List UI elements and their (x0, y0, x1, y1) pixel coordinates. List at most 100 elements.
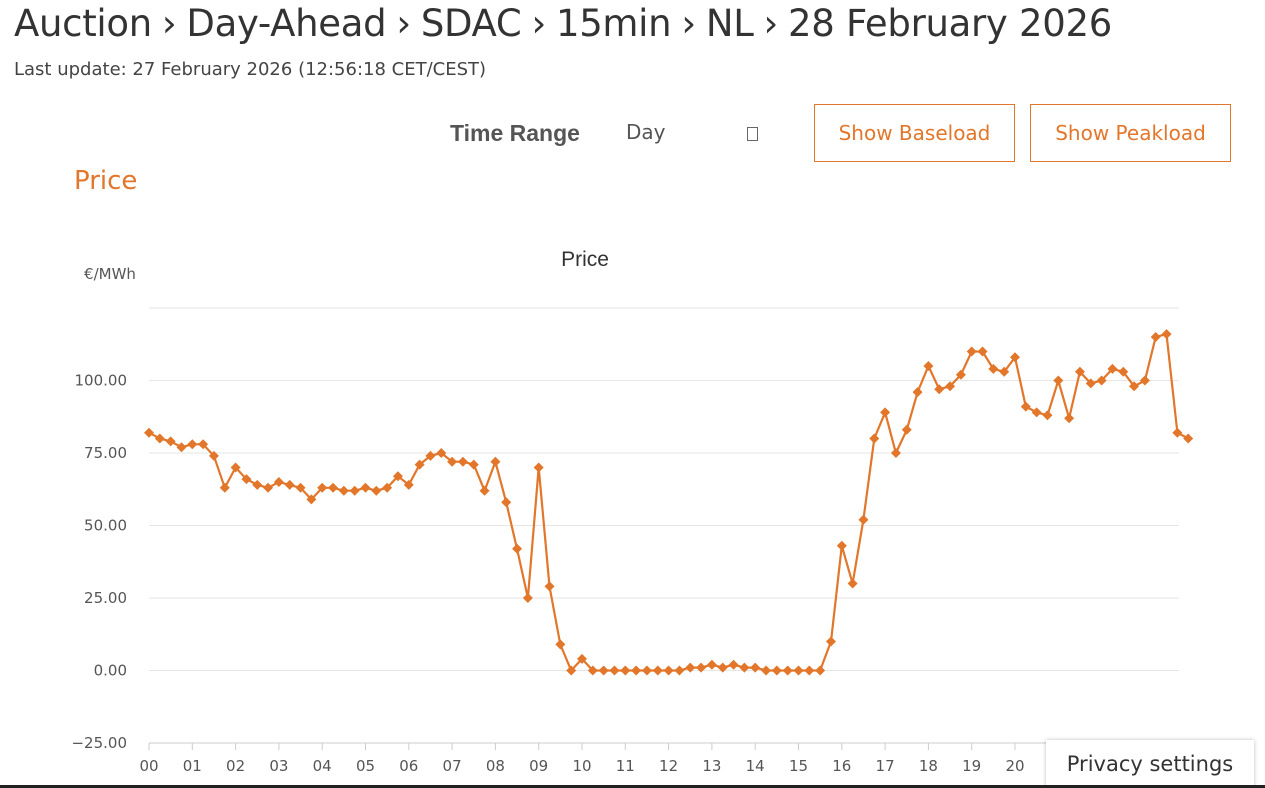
data-point[interactable] (685, 662, 696, 673)
data-point[interactable] (739, 662, 750, 673)
data-point[interactable] (587, 665, 598, 676)
data-point[interactable] (1042, 410, 1053, 421)
data-point[interactable] (349, 485, 360, 496)
data-point[interactable] (825, 636, 836, 647)
data-point[interactable] (923, 361, 934, 371)
show-baseload-button[interactable]: Show Baseload (814, 104, 1015, 162)
data-point[interactable] (858, 514, 869, 525)
data-point[interactable] (176, 442, 187, 453)
data-point[interactable] (945, 381, 956, 392)
breadcrumb-item-sdac[interactable]: SDAC (420, 2, 522, 45)
data-point[interactable] (360, 482, 371, 493)
data-point[interactable] (706, 659, 717, 670)
data-point[interactable] (198, 439, 209, 450)
data-point[interactable] (144, 427, 154, 438)
breadcrumb-item-nl[interactable]: NL (705, 2, 754, 45)
data-point[interactable] (1183, 433, 1194, 444)
data-point[interactable] (241, 474, 252, 485)
data-point[interactable] (371, 485, 382, 496)
data-point[interactable] (425, 450, 436, 461)
data-point[interactable] (295, 482, 306, 493)
data-point[interactable] (609, 665, 620, 676)
breadcrumb-item-day-ahead[interactable]: Day-Ahead (186, 2, 387, 45)
data-point[interactable] (847, 578, 858, 589)
data-point[interactable] (490, 456, 501, 467)
data-point[interactable] (512, 543, 523, 554)
data-point[interactable] (955, 369, 966, 380)
data-point[interactable] (1096, 375, 1107, 386)
data-point[interactable] (1010, 352, 1020, 363)
data-point[interactable] (901, 424, 912, 435)
data-point[interactable] (208, 450, 219, 461)
data-point[interactable] (1129, 381, 1140, 392)
data-point[interactable] (403, 479, 414, 490)
data-point[interactable] (273, 477, 284, 487)
data-point[interactable] (219, 482, 230, 493)
data-point[interactable] (728, 659, 739, 670)
data-point[interactable] (966, 346, 977, 357)
data-point[interactable] (761, 665, 772, 676)
data-point[interactable] (338, 485, 349, 496)
data-point[interactable] (1064, 413, 1075, 424)
data-point[interactable] (555, 639, 566, 650)
data-point[interactable] (230, 462, 241, 473)
data-point[interactable] (306, 494, 317, 505)
data-point[interactable] (577, 653, 587, 664)
data-point[interactable] (154, 433, 165, 444)
data-point[interactable] (522, 593, 533, 603)
data-point[interactable] (1139, 375, 1150, 386)
data-point[interactable] (1150, 332, 1161, 342)
data-point[interactable] (1172, 427, 1183, 438)
show-peakload-button[interactable]: Show Peakload (1030, 104, 1231, 162)
data-point[interactable] (263, 482, 274, 493)
data-point[interactable] (988, 363, 999, 374)
data-point[interactable] (1118, 366, 1129, 377)
data-point[interactable] (457, 456, 468, 467)
data-point[interactable] (880, 407, 891, 418)
data-point[interactable] (890, 448, 901, 458)
data-point[interactable] (382, 482, 393, 493)
data-point[interactable] (717, 662, 728, 673)
data-point[interactable] (328, 482, 339, 493)
data-point[interactable] (815, 665, 826, 676)
data-point[interactable] (1020, 401, 1031, 412)
breadcrumb-item-auction[interactable]: Auction (14, 2, 152, 45)
data-point[interactable] (1107, 363, 1118, 374)
data-point[interactable] (750, 662, 761, 673)
data-point[interactable] (468, 459, 479, 470)
data-point[interactable] (187, 439, 198, 450)
data-point[interactable] (934, 384, 945, 395)
data-point[interactable] (598, 665, 609, 676)
data-point[interactable] (1053, 375, 1064, 386)
data-point[interactable] (782, 665, 793, 676)
data-point[interactable] (836, 540, 847, 551)
data-point[interactable] (631, 665, 642, 676)
data-point[interactable] (771, 665, 782, 676)
data-point[interactable] (414, 459, 425, 470)
data-point[interactable] (1031, 407, 1042, 418)
data-point[interactable] (165, 436, 176, 447)
data-point[interactable] (1074, 366, 1085, 377)
data-point[interactable] (317, 482, 328, 493)
data-point[interactable] (544, 581, 555, 592)
data-point[interactable] (869, 433, 880, 444)
data-point[interactable] (912, 387, 923, 398)
data-point[interactable] (533, 462, 544, 473)
privacy-settings-button[interactable]: Privacy settings (1046, 740, 1254, 788)
data-point[interactable] (674, 665, 685, 676)
data-point[interactable] (436, 448, 447, 458)
data-point[interactable] (793, 665, 804, 676)
data-point[interactable] (566, 665, 577, 676)
calendar-icon[interactable] (747, 127, 758, 141)
data-point[interactable] (392, 471, 403, 482)
data-point[interactable] (447, 456, 458, 467)
data-point[interactable] (1085, 378, 1096, 389)
data-point[interactable] (804, 665, 815, 676)
data-point[interactable] (1161, 329, 1172, 340)
breadcrumb-item-15min[interactable]: 15min (555, 2, 672, 45)
data-point[interactable] (620, 665, 631, 676)
data-point[interactable] (641, 665, 652, 676)
data-point[interactable] (663, 665, 674, 676)
data-point[interactable] (999, 366, 1010, 377)
data-point[interactable] (479, 485, 490, 496)
